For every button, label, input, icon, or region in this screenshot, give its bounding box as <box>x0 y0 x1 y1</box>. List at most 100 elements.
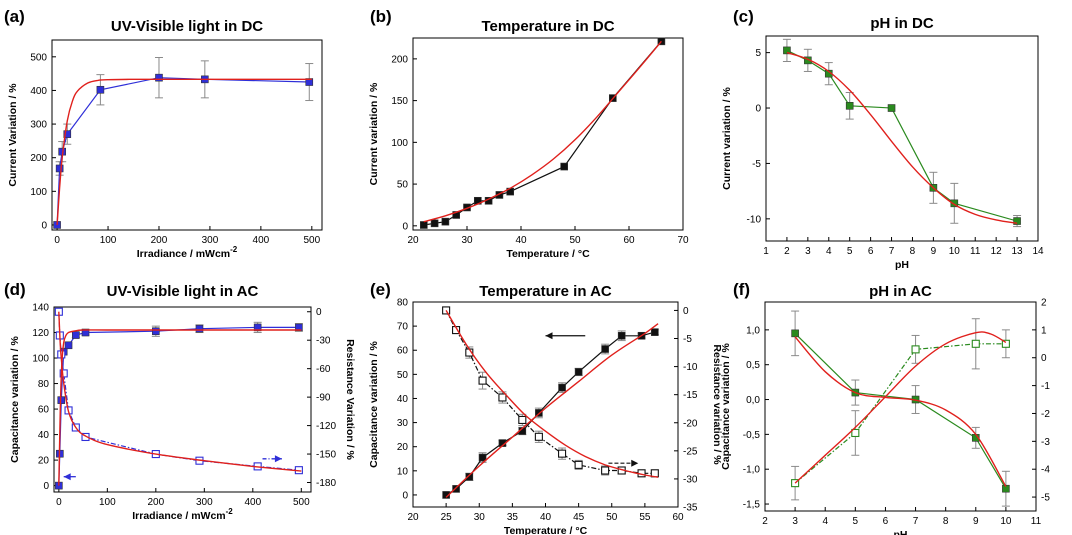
data-point <box>419 221 428 229</box>
data-point <box>791 479 800 488</box>
y2-tick-label: -5 <box>683 334 692 345</box>
y2-tick-label: -5 <box>1041 493 1050 504</box>
x-tick-label: 60 <box>672 512 684 523</box>
y-axis-label: Current variation / % <box>721 87 733 190</box>
data-point <box>617 331 626 340</box>
data-point <box>518 415 527 424</box>
y2-tick-label: -35 <box>683 503 698 514</box>
data-point <box>845 102 854 110</box>
x-axis-label: pH <box>894 529 908 535</box>
data-point <box>558 383 566 392</box>
data-point <box>81 432 90 442</box>
data-point <box>950 199 959 208</box>
y-tick-label: 200 <box>30 153 47 164</box>
x-tick-label: 10 <box>1000 516 1012 527</box>
x-tick-label: 12 <box>991 246 1003 257</box>
data-point <box>55 164 64 173</box>
data-point <box>465 473 474 481</box>
y-tick-label: 80 <box>397 298 409 309</box>
y-tick-label: 0 <box>43 481 49 492</box>
x-tick-label: 4 <box>826 246 832 257</box>
panel-a: (a) UV-Visible light in DC 0 100 200 300 400 50… <box>4 7 323 260</box>
x-tick-label: 50 <box>569 235 581 246</box>
y-tick-label: 0 <box>41 220 47 231</box>
data-point <box>441 217 450 226</box>
x-tick-label: 35 <box>507 512 519 523</box>
y2-tick-label: -30 <box>316 336 331 347</box>
x-axis-label-text: Irradiance / mWcm <box>132 510 225 522</box>
data-point <box>601 466 610 475</box>
data-point <box>887 104 896 112</box>
data-point <box>96 85 105 94</box>
y2-tick-label: -25 <box>683 446 698 457</box>
y2-axis-label: Resistance variation / % <box>1069 346 1072 467</box>
x-tick-label: 11 <box>1031 516 1042 527</box>
y-axis-label: Capacitance variation / % <box>368 341 380 468</box>
data-point <box>791 329 799 338</box>
arrow-head <box>631 459 639 467</box>
data-point <box>452 211 461 219</box>
panel-c: (c) pH in DC1 2 3 4 5 6 7 8 9 10 11 12 13 14-10-505pHC… <box>721 7 1044 271</box>
panel-e: (e) Temperature in AC 20 25 30 35 40 45 50 55 60 0 1… <box>368 280 723 535</box>
panel-b: (b) Temperature in DC 20 30 40 50 60 70 0 50 100 15… <box>368 7 689 260</box>
series-1 <box>54 307 303 475</box>
data-point <box>1013 217 1021 225</box>
fit-line <box>56 78 312 226</box>
y2-tick-label: -10 <box>683 362 698 373</box>
y-tick-label: 400 <box>30 86 47 97</box>
y-axis-label: Capacitance variation / % <box>720 343 732 470</box>
chart-title: Temperature in DC <box>481 18 614 35</box>
x-tick-label: 4 <box>822 516 828 527</box>
series-line <box>423 40 662 226</box>
data-point <box>478 376 487 385</box>
data-point <box>783 46 791 55</box>
y-tick-label: -1,5 <box>743 500 761 511</box>
panel-d: (d) UV-Visible light in AC0 100 200 300 400 50… <box>4 280 356 522</box>
x-tick-label: 500 <box>303 235 320 246</box>
series-0 <box>55 321 303 490</box>
y-tick-label: 50 <box>397 180 409 191</box>
y-tick-label: 0,5 <box>746 360 760 371</box>
series-line <box>794 332 1007 490</box>
plot-frame <box>51 39 323 231</box>
x-axis-label-sup: -2 <box>226 507 234 516</box>
chart-title: pH in AC <box>869 283 932 300</box>
y-tick-label: -5 <box>752 159 761 170</box>
y-tick-label: 140 <box>32 303 49 314</box>
x-tick-label: 8 <box>910 246 916 257</box>
y-tick-label: 5 <box>755 48 761 59</box>
series-2 <box>794 336 1007 487</box>
x-axis-label-text: Temperature / °C <box>506 248 590 260</box>
y-tick-label: 60 <box>38 405 50 416</box>
y2-tick-label: -180 <box>316 478 336 489</box>
panel-letter: (d) <box>4 280 26 299</box>
x-tick-label: 60 <box>623 235 635 246</box>
fit-line <box>794 331 1007 484</box>
x-tick-label: 5 <box>853 516 859 527</box>
data-point <box>851 428 860 438</box>
y-tick-label: 20 <box>38 456 50 467</box>
data-point <box>253 323 262 332</box>
y2-axis-label: Resistance Variation / % <box>344 339 356 460</box>
data-point <box>63 130 72 138</box>
data-point <box>601 345 609 353</box>
data-point <box>498 393 507 402</box>
panel-letter: (b) <box>370 7 392 26</box>
series-line <box>58 326 299 486</box>
x-tick-label: 9 <box>931 246 937 257</box>
x-tick-label: 3 <box>805 246 811 257</box>
series-3 <box>794 331 1007 484</box>
y2-tick-label: -15 <box>683 390 698 401</box>
data-point <box>534 432 543 441</box>
series-0 <box>419 37 666 229</box>
y-tick-label: 70 <box>397 322 409 333</box>
x-tick-label: 0 <box>56 497 62 508</box>
data-point <box>295 323 303 332</box>
data-point <box>560 162 569 171</box>
x-tick-label: 9 <box>973 516 979 527</box>
y-tick-label: 80 <box>38 379 50 390</box>
x-tick-label: 3 <box>792 516 798 527</box>
series-2 <box>58 329 302 486</box>
x-axis-label: Temperature / °C <box>504 525 588 535</box>
data-point <box>64 341 73 350</box>
